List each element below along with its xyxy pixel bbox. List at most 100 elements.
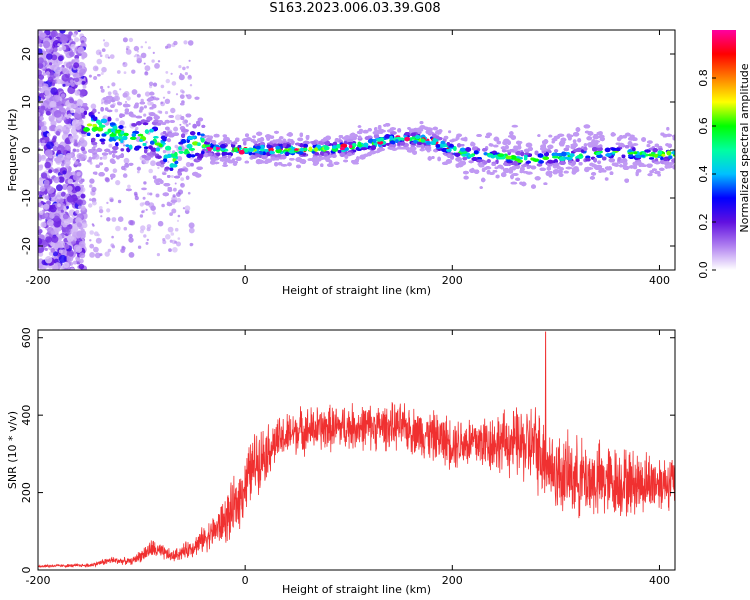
spectrogram-cell (148, 168, 153, 174)
spectrogram-cell (180, 182, 185, 188)
spectrogram-cell (39, 185, 46, 192)
spectrogram-cell (65, 206, 69, 209)
spectrogram-cell (54, 72, 59, 77)
spectrogram-cell (147, 46, 151, 50)
spectrogram-cell (108, 143, 113, 148)
spectrogram-cell (140, 98, 144, 103)
spectrogram-cell (61, 126, 67, 131)
spectrogram-cell (62, 214, 69, 220)
spectrogram-cell (76, 222, 82, 228)
spectrogram-cell (46, 141, 54, 150)
spectrogram-cell (150, 160, 156, 167)
spectrogram-cell (43, 203, 50, 210)
spectrogram-cell (95, 49, 102, 56)
spectrogram-cell (78, 119, 84, 125)
spectrogram-cell (46, 53, 53, 60)
spectrogram-cell (107, 85, 110, 89)
spectrogram-cell (40, 125, 48, 132)
spectrogram-cell (170, 107, 176, 114)
spectrogram-cell (120, 248, 126, 254)
spectrogram-cell (110, 243, 115, 248)
spectrogram-cell (180, 89, 184, 93)
spectrogram-cell (80, 146, 86, 152)
spectrogram-cell (44, 256, 53, 264)
spectrogram-cell (157, 110, 161, 114)
spectrogram-cell (111, 235, 114, 239)
spectrogram-cell (126, 96, 131, 101)
spectrogram-cell (135, 126, 139, 131)
spectrogram-cell (38, 74, 45, 80)
spectrogram-cell (76, 148, 80, 153)
spectrogram-cell (73, 58, 80, 64)
spectrogram-cell (149, 192, 153, 196)
spectrogram-cell (74, 160, 79, 165)
spectrogram-cell (68, 251, 74, 257)
spectrogram-cell (188, 74, 192, 78)
spectrogram-cell (188, 222, 195, 229)
spectrogram-cell (115, 117, 119, 122)
spectrogram-cell (137, 170, 140, 174)
spectrogram-cell (42, 40, 51, 49)
spectrogram-cell (115, 180, 121, 186)
spectrogram-cell (50, 30, 58, 38)
spectrogram-cell (597, 160, 602, 164)
spectrogram-cell (177, 237, 181, 240)
spectrogram-cell (167, 160, 170, 163)
spectrogram-cell (165, 78, 170, 84)
spectrogram-cell (89, 239, 92, 242)
spectrogram-cell (511, 124, 519, 128)
spectrogram-cell (147, 192, 150, 196)
spectrogram-cell (39, 121, 45, 127)
spectrogram-cell (189, 84, 193, 87)
spectrogram-cell (38, 154, 42, 162)
spectrogram-cell (74, 37, 80, 43)
spectrogram-cell (143, 105, 147, 109)
spectrogram-cell (162, 96, 166, 99)
spectrogram-cell (56, 149, 62, 155)
spectrogram-cell (72, 148, 77, 153)
spectrogram-cell (123, 91, 130, 97)
spectrogram-cell (73, 260, 77, 265)
spectrogram-cell (188, 227, 195, 234)
spectrogram-cell (187, 191, 191, 195)
spectrogram-cell (176, 219, 180, 222)
spectrogram-cell (38, 226, 41, 230)
spectrogram-cell (38, 139, 41, 144)
spectrogram-cell (120, 148, 125, 152)
spectrogram-cell (112, 168, 118, 173)
spectrogram-cell (184, 205, 191, 212)
spectrogram-cell (148, 81, 154, 87)
spectrogram-cell (49, 204, 57, 213)
spectrogram-cell (104, 251, 110, 257)
spectrogram-cell (105, 177, 110, 183)
spectrogram-cell (162, 238, 166, 242)
spectrogram-cell (141, 187, 147, 191)
spectrogram-cell (45, 71, 51, 76)
spectrogram-cell (95, 237, 102, 244)
spectrogram-cell (102, 155, 108, 160)
spectrogram-cell (38, 237, 43, 245)
spectrogram-cell (90, 103, 97, 110)
spectrogram-cell (99, 206, 103, 210)
spectrogram-cell (63, 218, 71, 226)
spectrogram-cell (44, 149, 53, 158)
spectrogram-cell (45, 110, 51, 116)
spectrogram-cell (58, 105, 64, 111)
spectrogram-cell (125, 49, 132, 55)
spectrogram-cell (77, 46, 85, 54)
spectrogram-cell (180, 177, 185, 182)
spectrogram-cell (54, 141, 59, 146)
spectrogram-cell (38, 111, 41, 117)
spectrogram-cell (89, 252, 95, 258)
spectrogram-cell (152, 211, 156, 215)
spectrogram-cell (128, 252, 133, 257)
spectrogram-cell (63, 262, 70, 269)
spectrogram-cell (74, 123, 82, 130)
spectrogram-cell (40, 172, 48, 179)
spectrogram-cell (146, 149, 149, 151)
spectrogram-cell (131, 69, 136, 74)
spectrogram-cell (73, 134, 79, 140)
spectrogram-cell (45, 177, 49, 181)
spectrogram-cell (177, 155, 183, 162)
